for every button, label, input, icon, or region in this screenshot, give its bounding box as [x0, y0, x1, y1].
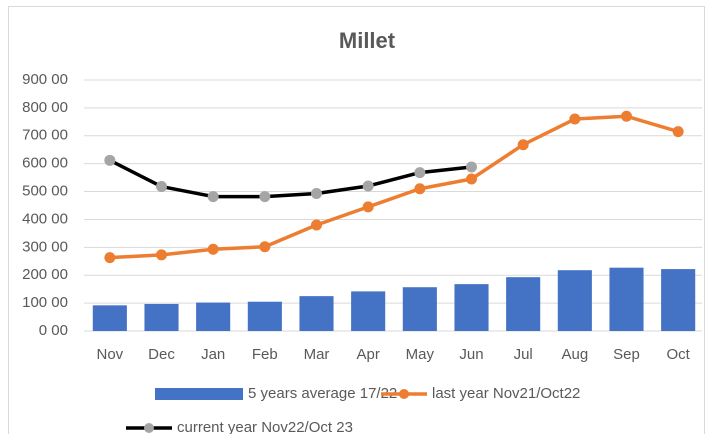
marker	[259, 241, 271, 253]
chart-title: Millet	[339, 28, 396, 53]
marker	[311, 188, 322, 200]
x-tick-label: Feb	[252, 346, 278, 363]
line	[109, 158, 472, 199]
x-tick-label: Oct	[666, 346, 690, 363]
marker	[156, 181, 167, 193]
marker	[104, 154, 116, 166]
marker	[517, 139, 529, 151]
x-tick-label: Apr	[356, 346, 379, 363]
line	[109, 114, 679, 260]
x-tick-label: Aug	[561, 346, 588, 363]
x-tick-label: Jun	[459, 346, 483, 363]
chart-border	[8, 6, 705, 434]
y-tick-label: 400 00	[22, 210, 68, 227]
y-tick-label: 700 00	[22, 127, 68, 144]
bar	[196, 302, 231, 331]
y-tick-label: 900 00	[22, 71, 68, 88]
x-tick-label: Nov	[96, 346, 123, 363]
bar	[351, 291, 386, 331]
y-tick-label: 800 00	[22, 99, 68, 116]
marker	[156, 249, 167, 261]
bar	[506, 277, 541, 331]
marker	[259, 191, 271, 203]
y-tick-label: 600 00	[22, 155, 68, 172]
x-tick-label: Jan	[201, 346, 225, 363]
marker	[207, 191, 219, 203]
bar	[454, 284, 489, 331]
marker	[207, 243, 219, 255]
bar	[92, 305, 127, 331]
marker	[466, 161, 477, 173]
legend-marker	[144, 423, 154, 433]
y-tick-label: 100 00	[22, 294, 68, 311]
bar	[402, 287, 437, 331]
x-tick-label: Sep	[613, 346, 640, 363]
bar	[144, 303, 179, 331]
marker	[672, 126, 684, 138]
x-tick-label: Jul	[514, 346, 533, 363]
legend-label: current year Nov22/Oct 23	[177, 419, 353, 434]
x-tick-label: May	[406, 346, 435, 363]
marker	[466, 173, 477, 185]
y-tick-label: 300 00	[22, 238, 68, 255]
marker	[621, 110, 632, 122]
marker	[414, 183, 426, 195]
y-tick-label: 200 00	[22, 266, 68, 283]
x-tick-label: Mar	[304, 346, 330, 363]
legend-label: last year Nov21/Oct22	[432, 385, 580, 402]
legend-swatch	[155, 388, 243, 400]
y-tick-label: 500 00	[22, 183, 68, 200]
marker	[311, 219, 322, 231]
bar	[247, 301, 282, 331]
bar	[299, 296, 334, 331]
marker	[104, 252, 116, 264]
marker	[362, 201, 374, 213]
y-tick-label: 0 00	[39, 322, 68, 339]
legend-label: 5 years average 17/22	[248, 385, 397, 402]
bar	[609, 267, 644, 331]
legend-marker	[399, 389, 409, 399]
marker	[414, 167, 426, 179]
bar	[557, 270, 592, 331]
x-tick-label: Dec	[148, 346, 175, 363]
marker	[569, 113, 581, 125]
bar	[661, 269, 696, 331]
marker	[362, 180, 374, 192]
